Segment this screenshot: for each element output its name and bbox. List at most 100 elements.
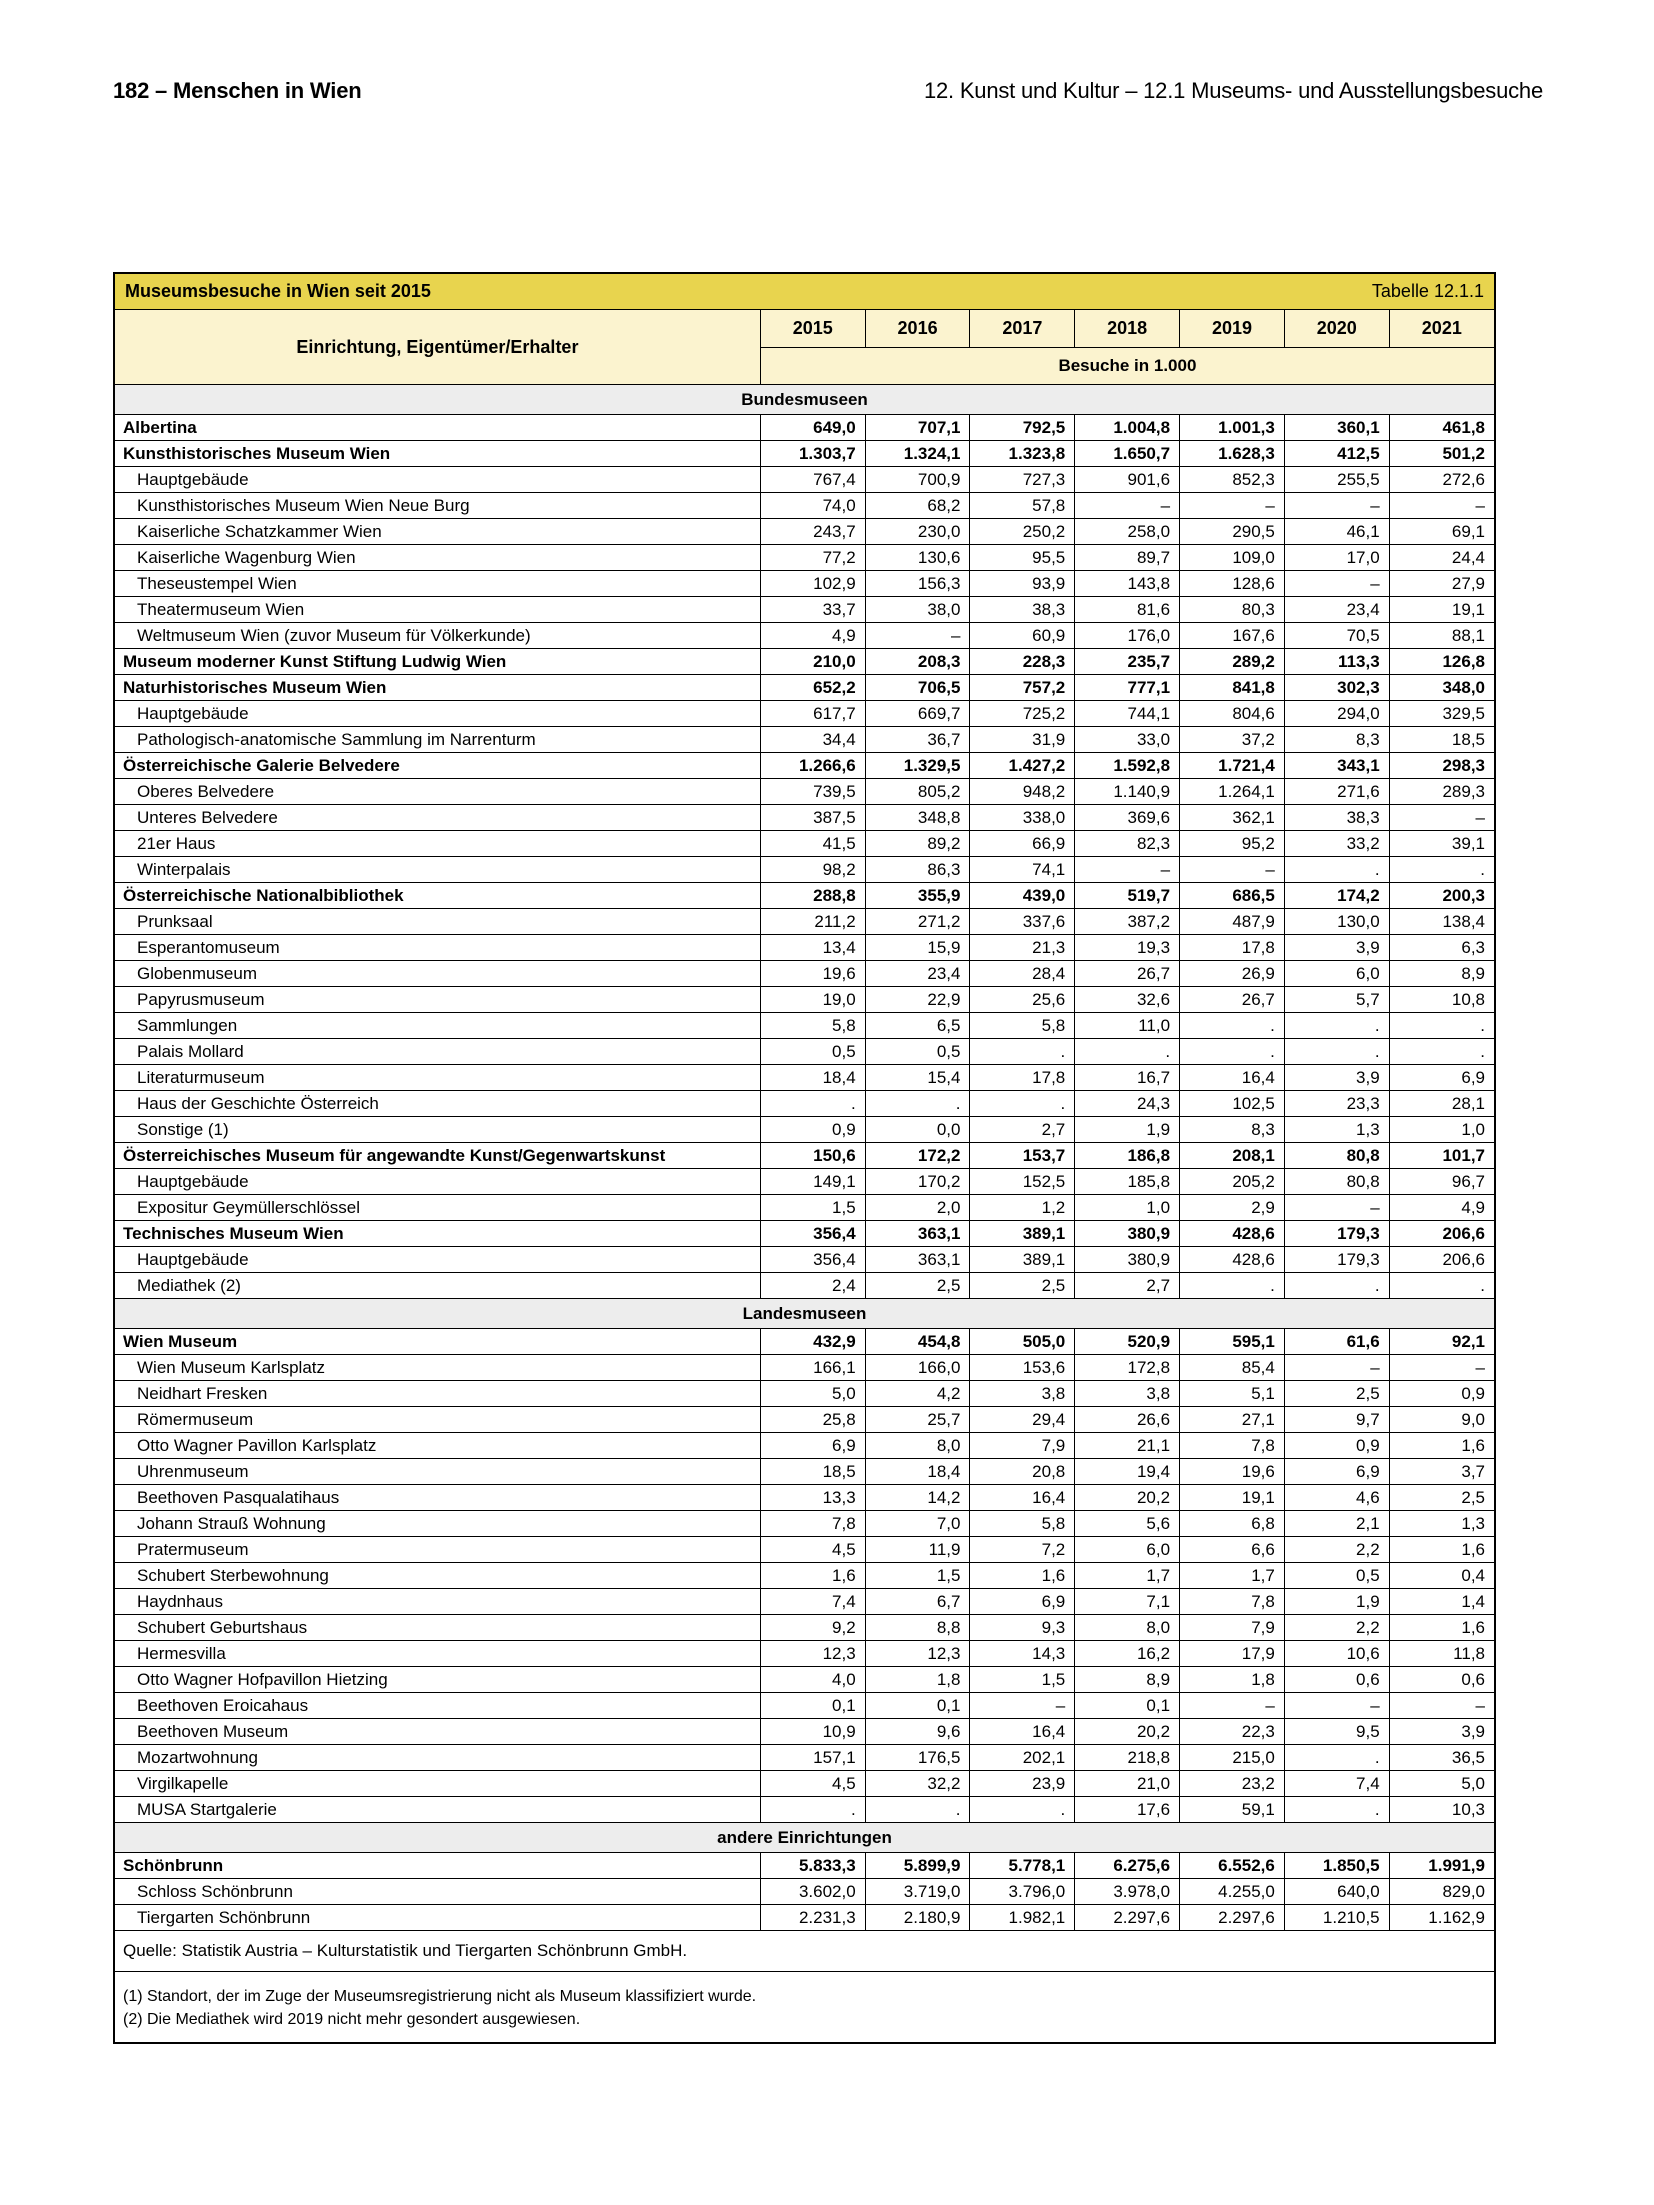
value-cell: 31,9	[969, 726, 1075, 753]
table-title: Museumsbesuche in Wien seit 2015	[125, 281, 431, 301]
value-cell: 7,9	[1179, 1614, 1285, 1641]
value-cell: 6,9	[1283, 1458, 1390, 1485]
value-cell: 243,7	[759, 518, 866, 545]
table-row: Hauptgebäude 617,7 669,7 725,2 744,1 804,6 294…	[115, 700, 1494, 727]
row-label: Wien Museum	[115, 1328, 761, 1355]
value-cell: 1.264,1	[1179, 778, 1285, 805]
table-row: Winterpalais 98,2 86,3 74,1– –..	[115, 856, 1494, 883]
row-label: Technisches Museum Wien	[115, 1220, 761, 1247]
row-label: Hermesvilla	[115, 1640, 761, 1667]
table-row: Schönbrunn 5.833,3 5.899,9 5.778,1 6.275,6 6.…	[115, 1852, 1494, 1879]
data-table: Einrichtung, Eigentümer/Erhalter 2015 20…	[115, 310, 1494, 1931]
row-label: Unteres Belvedere	[115, 804, 761, 831]
value-cell: –	[864, 622, 970, 649]
value-cell: 428,6	[1179, 1220, 1285, 1247]
value-cell: 202,1	[969, 1744, 1075, 1771]
value-cell: 235,7	[1074, 648, 1180, 675]
value-cell: 1.982,1	[969, 1904, 1075, 1931]
value-cell: 1,6	[1388, 1614, 1494, 1641]
row-label: Oberes Belvedere	[115, 778, 761, 805]
value-cell: .	[1283, 1038, 1390, 1065]
value-cell: 707,1	[864, 414, 970, 441]
table-row: Hauptgebäude 149,1 170,2 152,5 185,8 205,2 80,…	[115, 1168, 1494, 1195]
value-cell: 6,9	[969, 1588, 1075, 1615]
value-cell: 10,6	[1283, 1640, 1390, 1667]
value-cell: 1.329,5	[864, 752, 970, 779]
value-cell: 19,6	[759, 960, 866, 987]
value-cell: 1.324,1	[864, 440, 970, 467]
value-cell: 5.778,1	[969, 1852, 1075, 1879]
value-cell: 439,0	[969, 882, 1075, 909]
value-cell: 250,2	[969, 518, 1075, 545]
row-label: Theatermuseum Wien	[115, 596, 761, 623]
value-cell: 0,6	[1283, 1666, 1390, 1693]
value-cell: 255,5	[1283, 466, 1390, 493]
value-cell: 271,6	[1283, 778, 1390, 805]
value-cell: 33,7	[759, 596, 866, 623]
value-cell: 26,7	[1074, 960, 1180, 987]
value-cell: 727,3	[969, 466, 1075, 493]
value-cell: 294,0	[1283, 700, 1390, 727]
value-cell: 24,4	[1388, 544, 1494, 571]
value-cell: 228,3	[969, 648, 1075, 675]
value-cell: 1.650,7	[1074, 440, 1180, 467]
value-cell: 1,3	[1283, 1116, 1390, 1143]
value-cell: 9,6	[864, 1718, 970, 1745]
value-cell: 5,6	[1074, 1510, 1180, 1537]
section-header-row: Bundesmuseen	[115, 384, 1494, 415]
row-label: Theseustempel Wien	[115, 570, 761, 597]
value-cell: 179,3	[1283, 1220, 1390, 1247]
value-cell: –	[969, 1692, 1075, 1719]
value-cell: 744,1	[1074, 700, 1180, 727]
value-cell: 363,1	[864, 1246, 970, 1273]
value-cell: 652,2	[759, 674, 866, 701]
value-cell: 355,9	[864, 882, 970, 909]
value-cell: 128,6	[1179, 570, 1285, 597]
value-cell: 18,5	[759, 1458, 866, 1485]
value-cell: 82,3	[1074, 830, 1180, 857]
value-cell: 10,8	[1388, 986, 1494, 1013]
value-cell: 59,1	[1179, 1796, 1285, 1823]
table-row: Prunksaal 211,2 271,2 337,6 387,2 487,9 130,0 1…	[115, 908, 1494, 935]
table-row: Mediathek (2) 2,4 2,5 2,5 2,7...	[115, 1272, 1494, 1299]
value-cell: 387,2	[1074, 908, 1180, 935]
value-cell: 2,5	[1283, 1380, 1390, 1407]
value-cell: 20,2	[1074, 1484, 1180, 1511]
value-cell: 0,9	[1388, 1380, 1494, 1407]
value-cell: 1,0	[1074, 1194, 1180, 1221]
value-cell: 3,8	[969, 1380, 1075, 1407]
value-cell: –	[1074, 856, 1180, 883]
value-cell: 5,8	[969, 1510, 1075, 1537]
value-cell: 329,5	[1388, 700, 1494, 727]
value-cell: 17,0	[1283, 544, 1390, 571]
value-cell: 95,2	[1179, 830, 1285, 857]
value-cell: 9,2	[759, 1614, 866, 1641]
value-cell: 38,3	[969, 596, 1075, 623]
table-row: Neidhart Fresken 5,0 4,2 3,8 3,8 5,1 2,5 0,9	[115, 1380, 1494, 1407]
value-cell: 288,8	[759, 882, 866, 909]
value-cell: 8,0	[1074, 1614, 1180, 1641]
table-row: Sonstige (1) 0,9 0,0 2,7 1,9 8,3 1,3 1,0	[115, 1116, 1494, 1143]
table-row: Theatermuseum Wien 33,7 38,0 38,3 81,6 80,3 23…	[115, 596, 1494, 623]
section-header: Bundesmuseen	[115, 384, 1494, 415]
value-cell: 70,5	[1283, 622, 1390, 649]
value-cell: –	[1074, 492, 1180, 519]
value-cell: 9,7	[1283, 1406, 1390, 1433]
value-cell: 27,1	[1179, 1406, 1285, 1433]
value-cell: 126,8	[1388, 648, 1494, 675]
value-cell: 4,5	[759, 1536, 866, 1563]
value-cell: .	[1179, 1012, 1285, 1039]
value-cell: 5,8	[969, 1012, 1075, 1039]
value-cell: 1.323,8	[969, 440, 1075, 467]
value-cell: 130,6	[864, 544, 970, 571]
value-cell: 176,5	[864, 1744, 970, 1771]
value-cell: 138,4	[1388, 908, 1494, 935]
table-row: Schloss Schönbrunn 3.602,0 3.719,0 3.796,0 3…	[115, 1878, 1494, 1905]
row-label: Kaiserliche Wagenburg Wien	[115, 544, 761, 571]
value-cell: –	[1283, 492, 1390, 519]
value-cell: 95,5	[969, 544, 1075, 571]
value-cell: 102,9	[759, 570, 866, 597]
value-cell: 1,5	[864, 1562, 970, 1589]
table-row: Virgilkapelle 4,5 32,2 23,9 21,0 23,2 7,4 5,0	[115, 1770, 1494, 1797]
value-cell: 739,5	[759, 778, 866, 805]
